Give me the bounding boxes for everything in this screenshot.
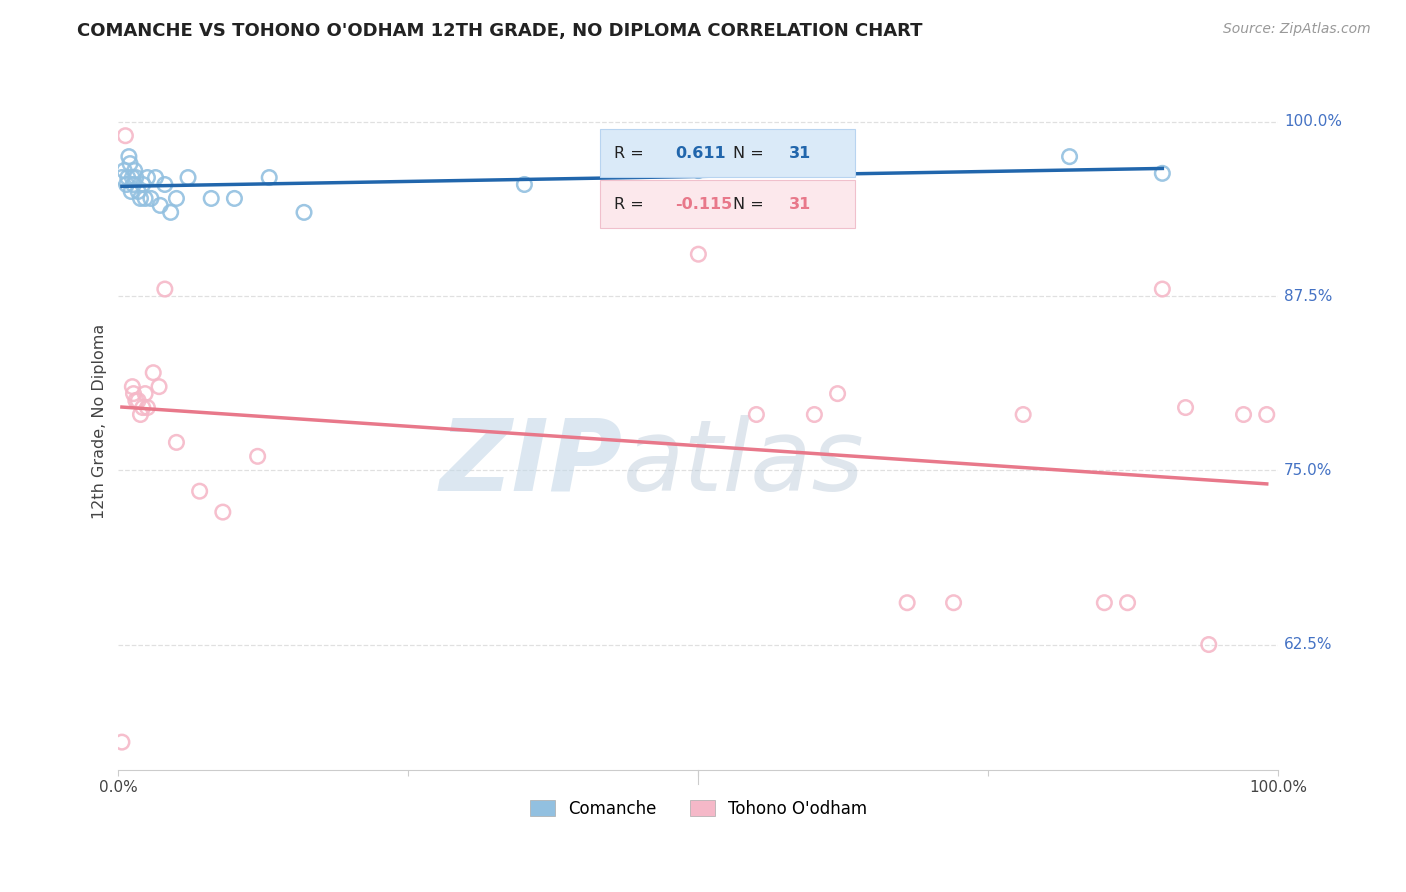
Point xyxy=(153,178,176,192)
Point xyxy=(942,596,965,610)
Point xyxy=(111,735,134,749)
Text: N =: N = xyxy=(733,196,769,211)
Point xyxy=(136,170,159,185)
Point xyxy=(153,282,176,296)
Text: 87.5%: 87.5% xyxy=(1284,288,1333,303)
Point xyxy=(257,170,280,185)
Point xyxy=(688,163,710,178)
Point xyxy=(896,596,918,610)
Point xyxy=(1174,401,1197,415)
Point xyxy=(803,408,825,422)
Point xyxy=(745,408,768,422)
Text: 31: 31 xyxy=(789,196,811,211)
Point xyxy=(177,170,200,185)
Point xyxy=(513,178,536,192)
FancyBboxPatch shape xyxy=(600,180,855,227)
Text: COMANCHE VS TOHONO O'ODHAM 12TH GRADE, NO DIPLOMA CORRELATION CHART: COMANCHE VS TOHONO O'ODHAM 12TH GRADE, N… xyxy=(77,22,922,40)
Point xyxy=(292,205,315,219)
Point xyxy=(122,386,145,401)
Text: ZIP: ZIP xyxy=(440,415,623,512)
Point xyxy=(111,170,134,185)
Legend: Comanche, Tohono O'odham: Comanche, Tohono O'odham xyxy=(523,793,873,824)
Text: 75.0%: 75.0% xyxy=(1284,463,1333,478)
Text: atlas: atlas xyxy=(623,415,865,512)
Point xyxy=(188,484,211,499)
Point xyxy=(121,379,143,393)
Point xyxy=(200,191,222,205)
Text: Source: ZipAtlas.com: Source: ZipAtlas.com xyxy=(1223,22,1371,37)
Point xyxy=(148,379,170,393)
Point xyxy=(1152,282,1174,296)
Point xyxy=(115,178,138,192)
Point xyxy=(129,408,152,422)
Text: 62.5%: 62.5% xyxy=(1284,637,1333,652)
Point xyxy=(139,191,162,205)
Point xyxy=(121,170,143,185)
Point xyxy=(118,156,141,170)
Point xyxy=(125,170,148,185)
Point xyxy=(1232,408,1254,422)
Point xyxy=(127,393,149,408)
Point xyxy=(246,450,269,464)
Point xyxy=(122,178,145,192)
Point xyxy=(129,191,152,205)
Point xyxy=(142,366,165,380)
Text: R =: R = xyxy=(613,196,648,211)
Point xyxy=(136,401,159,415)
Point xyxy=(1116,596,1139,610)
Point xyxy=(1092,596,1115,610)
Text: 31: 31 xyxy=(789,145,811,161)
Point xyxy=(224,191,246,205)
Point xyxy=(132,401,155,415)
Point xyxy=(125,393,148,408)
Point xyxy=(127,185,149,199)
Text: N =: N = xyxy=(733,145,769,161)
Point xyxy=(118,150,141,164)
Point xyxy=(145,170,167,185)
Point xyxy=(149,198,172,212)
Point xyxy=(1152,166,1174,180)
Point xyxy=(1198,638,1220,652)
Point xyxy=(159,205,181,219)
Point xyxy=(134,386,156,401)
Point xyxy=(134,191,156,205)
FancyBboxPatch shape xyxy=(600,129,855,177)
Text: 100.0%: 100.0% xyxy=(1284,114,1343,129)
Point xyxy=(120,185,142,199)
Point xyxy=(165,435,187,450)
Point xyxy=(165,191,187,205)
Point xyxy=(117,170,139,185)
Text: -0.115: -0.115 xyxy=(675,196,733,211)
Y-axis label: 12th Grade, No Diploma: 12th Grade, No Diploma xyxy=(93,324,107,519)
Point xyxy=(132,178,155,192)
Point xyxy=(1256,408,1278,422)
Point xyxy=(114,128,136,143)
Point xyxy=(1059,150,1081,164)
Point xyxy=(1012,408,1035,422)
Point xyxy=(211,505,233,519)
Point xyxy=(112,163,135,178)
Text: 0.611: 0.611 xyxy=(675,145,725,161)
Point xyxy=(827,386,849,401)
Point xyxy=(688,247,710,261)
Text: R =: R = xyxy=(613,145,648,161)
Point xyxy=(124,163,146,178)
